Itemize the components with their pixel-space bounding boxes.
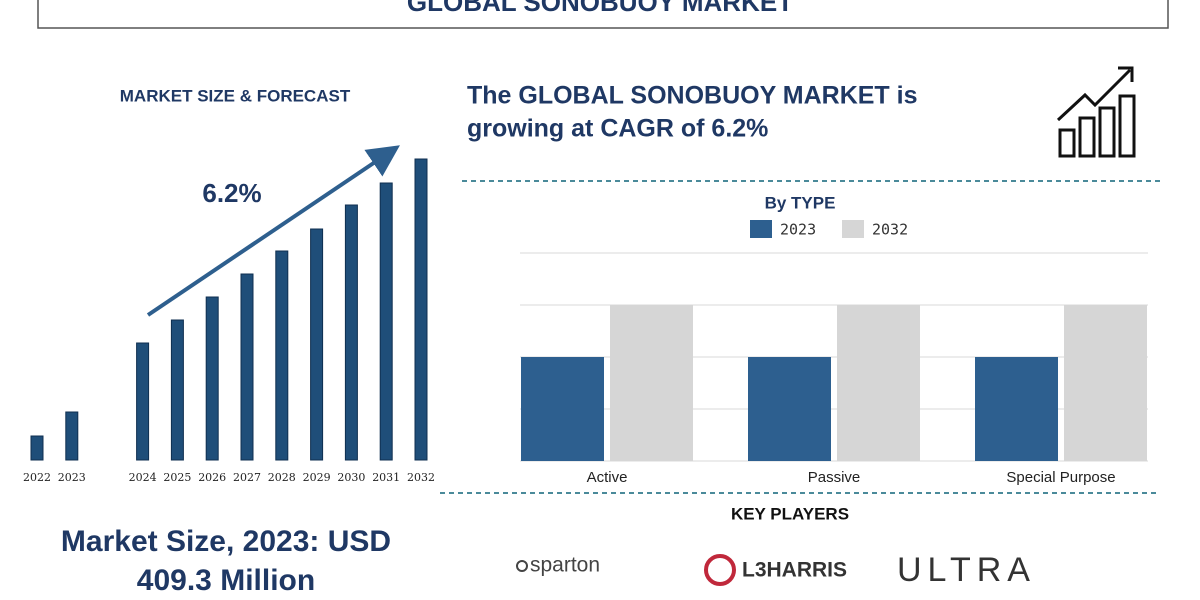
x-tick-label: 2031 (372, 471, 400, 484)
bar (521, 357, 604, 461)
player-logo: L3HARRIS (742, 559, 847, 582)
x-tick-label: 2024 (129, 471, 157, 484)
headline: growing at CAGR of 6.2% (467, 115, 768, 143)
bar (65, 411, 79, 461)
bar (975, 357, 1058, 461)
x-tick-label: Passive (808, 469, 861, 486)
x-tick-label: 2023 (58, 471, 86, 484)
x-tick-label: Active (587, 469, 628, 486)
key-players-title: KEY PLAYERS (731, 504, 849, 523)
main-title: GLOBAL SONOBUOY MARKET (407, 0, 793, 17)
bar (837, 305, 920, 461)
x-tick-label: 2032 (407, 471, 435, 484)
x-tick-label: 2027 (233, 471, 261, 484)
bar (275, 250, 289, 461)
l3harris-icon (704, 554, 736, 586)
bar (30, 435, 44, 461)
growth-icon (1056, 66, 1136, 158)
player-logo: ULTRA (897, 551, 1036, 589)
x-tick-label: 2029 (303, 471, 331, 484)
x-tick-label: 2025 (163, 471, 191, 484)
bar (136, 342, 150, 461)
bar (344, 204, 358, 461)
x-tick-label: 2030 (337, 471, 365, 484)
legend-label: 2032 (872, 221, 908, 239)
headline: The GLOBAL SONOBUOY MARKET is (467, 82, 918, 110)
chart-title: By TYPE (765, 193, 836, 212)
bar (748, 357, 831, 461)
cagr-annotation: 6.2% (202, 178, 261, 208)
x-tick-label: 2028 (268, 471, 296, 484)
bar (414, 158, 428, 461)
bar (610, 305, 693, 461)
x-tick-label: Special Purpose (1006, 469, 1115, 486)
legend-swatch (750, 220, 772, 238)
player-logo: sparton (530, 554, 600, 577)
x-tick-label: 2026 (198, 471, 226, 484)
growth-arrow (146, 145, 400, 317)
legend-label: 2023 (780, 221, 816, 239)
x-tick-label: 2022 (23, 471, 51, 484)
sparton-icon (516, 560, 528, 572)
bar (310, 228, 324, 461)
chart-title: MARKET SIZE & FORECAST (120, 86, 351, 105)
legend-swatch (842, 220, 864, 238)
bar (379, 182, 393, 461)
bar (170, 319, 184, 461)
bar (1064, 305, 1147, 461)
bar (205, 296, 219, 461)
market-size: Market Size, 2023: USD (61, 525, 391, 558)
market-size: 409.3 Million (137, 564, 315, 597)
bar (240, 273, 254, 461)
title-banner (37, 0, 1169, 29)
